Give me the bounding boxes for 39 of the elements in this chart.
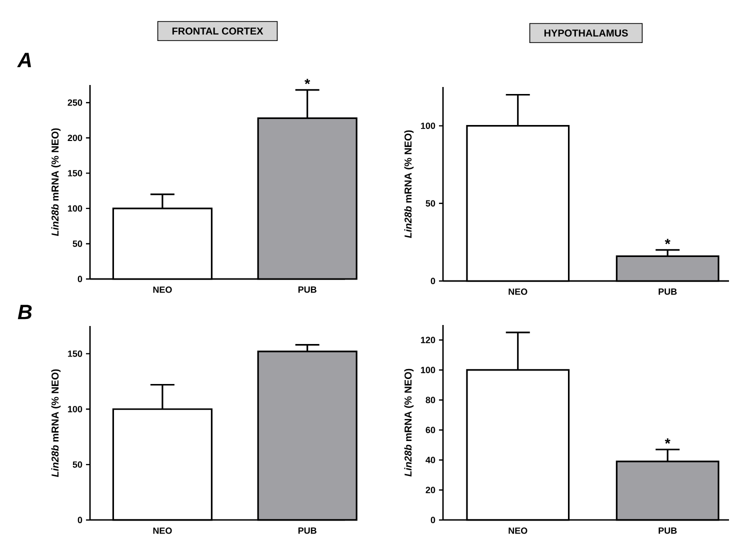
- y-axis-title: Lin28b mRNA (% NEO): [51, 128, 61, 236]
- x-tick-label: PUB: [298, 286, 316, 293]
- y-tick-label: 150: [68, 350, 82, 357]
- annotation: *: [664, 438, 670, 444]
- y-tick-label: 50: [426, 200, 436, 207]
- y-tick-label: 60: [426, 426, 436, 434]
- x-tick-label: PUB: [298, 528, 316, 534]
- x-tick-label: PUB: [658, 288, 677, 295]
- x-tick-label: NEO: [508, 288, 528, 295]
- y-tick-label: 0: [430, 278, 436, 284]
- annotation: *: [664, 238, 670, 244]
- chart-title: HYPOTHALAMUS: [544, 30, 628, 37]
- x-tick-label: NEO: [153, 528, 172, 534]
- y-axis-title: Lin28b mRNA (% NEO): [404, 368, 414, 476]
- y-tick-label: 20: [426, 486, 436, 494]
- y-tick-label: 150: [68, 170, 82, 176]
- x-tick-label: NEO: [153, 286, 172, 293]
- y-tick-label: 40: [426, 456, 436, 464]
- y-tick-label: 100: [68, 406, 82, 412]
- y-tick-label: 250: [68, 99, 82, 106]
- y-tick-label: 50: [72, 461, 82, 468]
- text: A: [17, 52, 31, 68]
- annotation: *: [304, 78, 310, 84]
- y-tick-label: 100: [421, 366, 436, 374]
- y-axis-title: Lin28b mRNA (% NEO): [51, 369, 61, 477]
- y-tick-label: 100: [421, 122, 436, 129]
- y-tick-label: 50: [72, 240, 82, 247]
- x-tick-label: NEO: [508, 528, 528, 534]
- y-tick-label: 200: [68, 134, 82, 142]
- y-tick-label: 120: [421, 336, 436, 344]
- y-tick-label: 80: [426, 396, 436, 404]
- y-tick-label: 0: [78, 516, 82, 524]
- y-axis-title: Lin28b mRNA (% NEO): [404, 130, 414, 238]
- y-tick-label: 0: [430, 516, 436, 524]
- x-tick-label: PUB: [658, 528, 677, 534]
- y-tick-label: 100: [68, 205, 82, 212]
- text: B: [18, 304, 32, 320]
- chart-title: FRONTAL CORTEX: [172, 28, 264, 35]
- y-tick-label: 0: [78, 276, 82, 282]
